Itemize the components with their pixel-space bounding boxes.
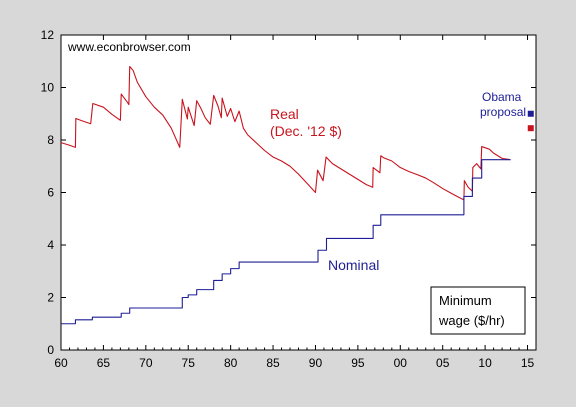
x-tick-label: 15 [521, 356, 535, 370]
real-wage-line [60, 65, 511, 201]
y-tick-label: 8 [47, 133, 54, 147]
nominal-series-label: Nominal [328, 257, 379, 273]
x-tick-label: 85 [266, 356, 280, 370]
x-tick-label: 90 [309, 356, 323, 370]
real-proposal-marker [527, 125, 534, 132]
x-tick-label: 75 [182, 356, 196, 370]
y-tick-label: 2 [47, 291, 54, 305]
x-tick-label: 05 [436, 356, 450, 370]
y-tick-label: 6 [47, 186, 54, 200]
x-tick-label: 60 [54, 356, 68, 370]
real-series-label-units: (Dec. '12 $) [270, 123, 342, 139]
x-tick-label: 80 [224, 356, 238, 370]
axes-layer: 0 2 4 6 8 10 12 60 65 70 75 80 85 90 95 00 05 10 15 [41, 28, 537, 370]
legend-box-line-2: wage ($/hr) [438, 313, 505, 328]
y-tick-label: 12 [41, 28, 55, 42]
y-tick-label: 10 [41, 81, 55, 95]
x-tick-label: 95 [351, 356, 365, 370]
series-layer [60, 65, 534, 325]
x-tick-label: 00 [394, 356, 408, 370]
watermark-text: www.econbrowser.com [67, 40, 191, 54]
x-tick-label: 65 [97, 356, 111, 370]
nominal-wage-line [61, 159, 511, 325]
legend-box-line-1: Minimum [439, 293, 492, 308]
obama-proposal-label-2: proposal [480, 105, 526, 119]
legend-box: Minimum wage ($/hr) [430, 286, 526, 335]
x-tick-label: 70 [139, 356, 153, 370]
y-tick-label: 4 [47, 238, 54, 252]
obama-proposal-marker [527, 110, 534, 117]
obama-proposal-label: Obama [482, 90, 522, 104]
real-series-label: Real [270, 106, 299, 122]
y-tick-label: 0 [47, 343, 54, 357]
x-tick-label: 10 [478, 356, 492, 370]
